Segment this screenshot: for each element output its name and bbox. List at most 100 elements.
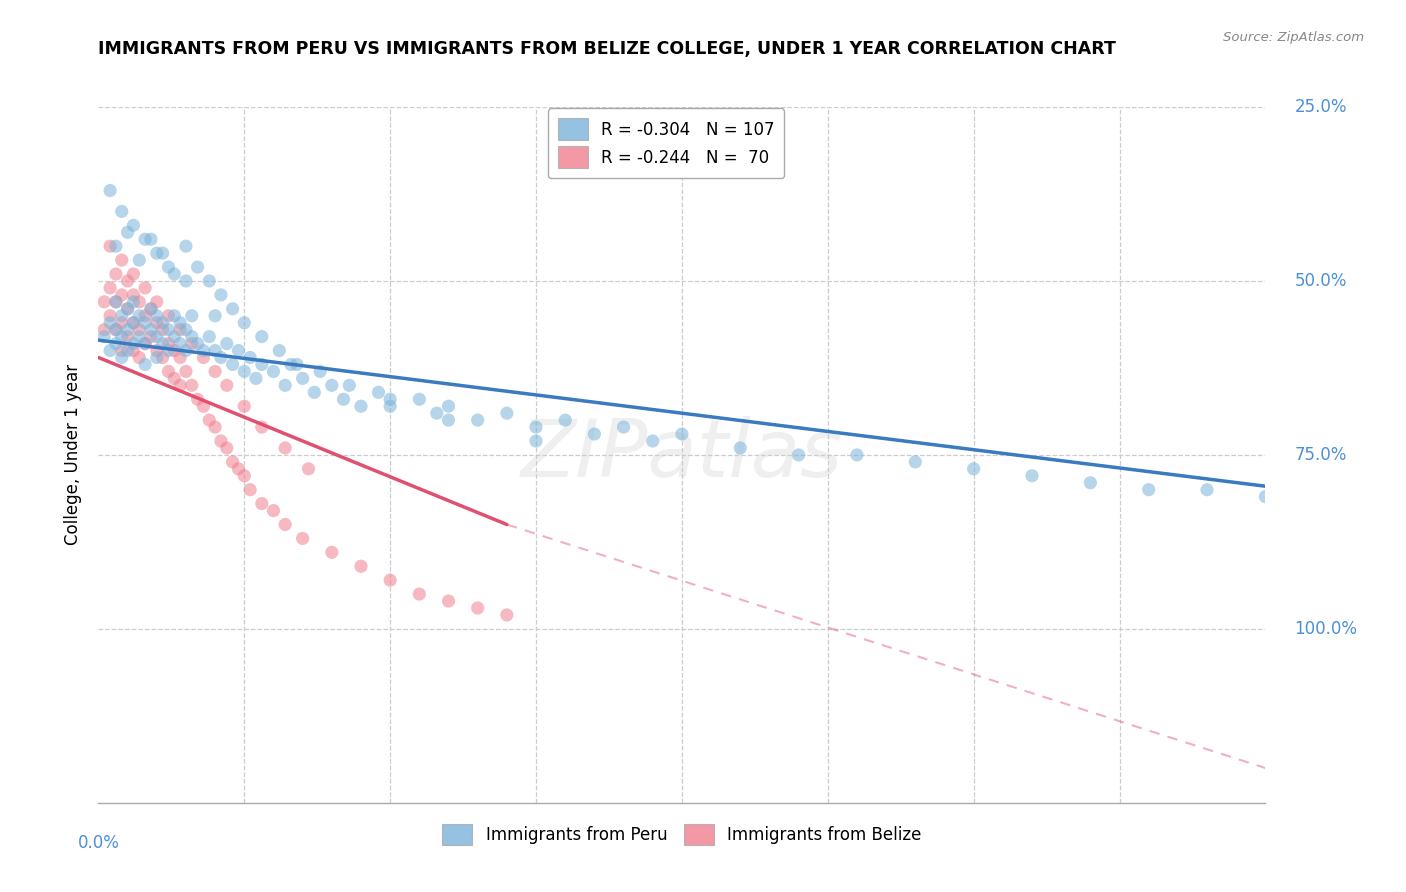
Point xyxy=(98,281,121,295)
Point xyxy=(304,385,326,400)
Point xyxy=(437,413,460,427)
Point xyxy=(350,559,373,574)
Point xyxy=(128,323,150,337)
Point xyxy=(1080,475,1102,490)
Point xyxy=(187,260,209,274)
Point xyxy=(367,385,389,400)
Point xyxy=(496,607,519,622)
Point xyxy=(169,378,191,392)
Point xyxy=(209,288,232,302)
Point xyxy=(152,351,174,365)
Point xyxy=(128,329,150,343)
Point xyxy=(146,246,169,260)
Point xyxy=(122,316,145,330)
Point xyxy=(233,468,256,483)
Point xyxy=(111,288,134,302)
Point xyxy=(122,343,145,358)
Point xyxy=(215,378,238,392)
Point xyxy=(104,267,127,281)
Point xyxy=(554,413,576,427)
Point xyxy=(1254,490,1277,504)
Point xyxy=(198,274,221,288)
Point xyxy=(134,358,156,372)
Point xyxy=(962,462,984,476)
Point xyxy=(111,309,134,323)
Point xyxy=(250,497,273,511)
Point xyxy=(93,323,115,337)
Point xyxy=(1021,468,1043,483)
Point xyxy=(180,378,202,392)
Text: 75.0%: 75.0% xyxy=(1295,446,1347,464)
Point xyxy=(174,274,197,288)
Point xyxy=(221,301,243,316)
Point xyxy=(104,294,127,309)
Point xyxy=(157,309,180,323)
Point xyxy=(239,351,262,365)
Text: 50.0%: 50.0% xyxy=(1295,272,1347,290)
Point xyxy=(408,392,430,407)
Point xyxy=(152,336,174,351)
Point xyxy=(152,323,174,337)
Point xyxy=(146,309,169,323)
Point xyxy=(163,371,186,385)
Point xyxy=(209,351,232,365)
Text: IMMIGRANTS FROM PERU VS IMMIGRANTS FROM BELIZE COLLEGE, UNDER 1 YEAR CORRELATION: IMMIGRANTS FROM PERU VS IMMIGRANTS FROM … xyxy=(98,40,1116,58)
Point xyxy=(169,336,191,351)
Point xyxy=(274,517,297,532)
Point xyxy=(380,392,402,407)
Point xyxy=(169,351,191,365)
Point xyxy=(157,323,180,337)
Point xyxy=(332,392,354,407)
Point xyxy=(204,420,226,434)
Point xyxy=(1195,483,1218,497)
Point xyxy=(221,455,243,469)
Point xyxy=(122,336,145,351)
Point xyxy=(274,441,297,455)
Point xyxy=(98,239,121,253)
Point xyxy=(274,378,297,392)
Point xyxy=(846,448,869,462)
Point xyxy=(174,323,197,337)
Point xyxy=(134,309,156,323)
Point xyxy=(98,343,121,358)
Point xyxy=(467,413,489,427)
Point xyxy=(1137,483,1160,497)
Point xyxy=(157,260,180,274)
Point xyxy=(262,503,284,517)
Point xyxy=(245,371,267,385)
Point xyxy=(250,358,273,372)
Point xyxy=(134,281,156,295)
Point xyxy=(350,399,373,413)
Point xyxy=(146,343,169,358)
Point xyxy=(104,336,127,351)
Point xyxy=(169,316,191,330)
Point xyxy=(174,343,197,358)
Point xyxy=(134,232,156,246)
Point xyxy=(111,343,134,358)
Y-axis label: College, Under 1 year: College, Under 1 year xyxy=(65,364,83,546)
Point xyxy=(204,309,226,323)
Point xyxy=(496,406,519,420)
Point xyxy=(904,455,927,469)
Point xyxy=(163,267,186,281)
Point xyxy=(437,399,460,413)
Point xyxy=(280,358,302,372)
Point xyxy=(98,184,121,198)
Point xyxy=(157,364,180,378)
Point xyxy=(93,294,115,309)
Point xyxy=(122,267,145,281)
Point xyxy=(437,594,460,608)
Point xyxy=(104,323,127,337)
Point xyxy=(111,329,134,343)
Point xyxy=(250,329,273,343)
Point xyxy=(146,329,169,343)
Point xyxy=(98,316,121,330)
Point xyxy=(174,364,197,378)
Point xyxy=(408,587,430,601)
Legend: Immigrants from Peru, Immigrants from Belize: Immigrants from Peru, Immigrants from Be… xyxy=(434,815,929,854)
Point xyxy=(134,336,156,351)
Point xyxy=(111,204,134,219)
Point xyxy=(139,323,162,337)
Text: 0.0%: 0.0% xyxy=(77,834,120,852)
Point xyxy=(233,364,256,378)
